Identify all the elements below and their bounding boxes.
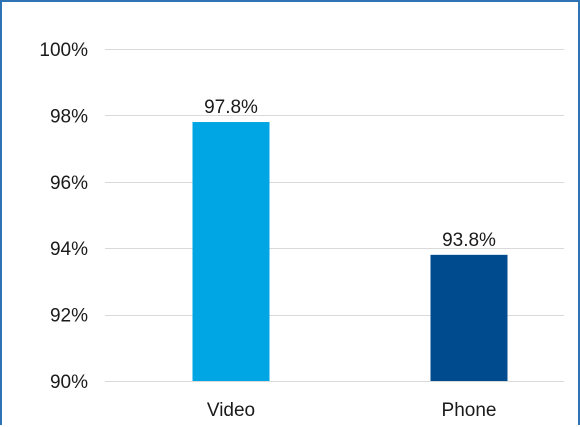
data-label: 93.8% — [442, 230, 496, 251]
x-category-label: Video — [207, 400, 255, 421]
bar-phone — [430, 254, 508, 381]
y-tick-label: 92% — [50, 306, 88, 327]
y-tick-label: 90% — [50, 372, 88, 393]
x-category-label: Phone — [442, 400, 497, 421]
y-tick-label: 98% — [50, 106, 88, 127]
y-tick-label: 94% — [50, 239, 88, 260]
data-label: 97.8% — [204, 97, 258, 118]
y-tick-label: 96% — [50, 173, 88, 194]
bar-video — [192, 122, 270, 381]
y-tick-label: 100% — [39, 40, 88, 61]
